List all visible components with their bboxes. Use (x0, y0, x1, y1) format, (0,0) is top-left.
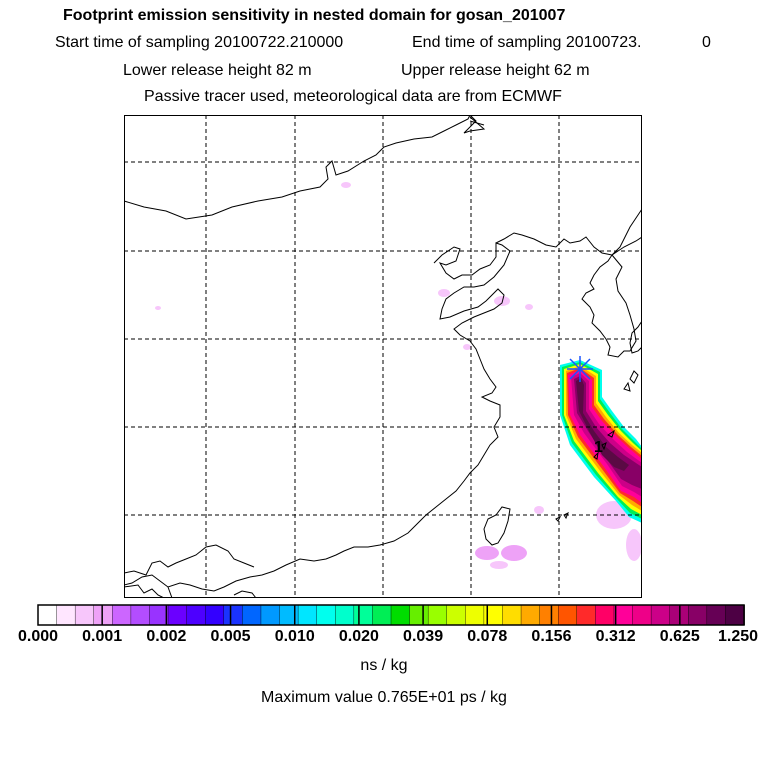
colorbar-swatch (186, 604, 207, 626)
map-panel: 1 (124, 115, 642, 598)
colorbar-swatch (223, 604, 244, 626)
colorbar-swatch (502, 604, 522, 626)
colorbar-swatch (539, 604, 560, 626)
footprint-plume (560, 360, 642, 523)
colorbar-swatch (688, 604, 708, 626)
colorbar-tick-label: 0.001 (82, 628, 123, 645)
colorbar-swatch (112, 604, 132, 626)
colorbar-tick-label: 0.000 (17, 628, 59, 645)
colorbar-swatch (260, 604, 281, 626)
colorbar-tick-label: 0.625 (659, 628, 700, 645)
colorbar-swatch (427, 604, 448, 626)
tracer-info: Passive tracer used, meteorological data… (144, 88, 562, 105)
map-frame (124, 115, 642, 598)
sensitivity-patches (155, 182, 642, 569)
sampling-end-time: End time of sampling 20100723. (412, 34, 642, 51)
lower-release-height: Lower release height 82 m (123, 62, 312, 79)
colorbar-swatches (37, 604, 745, 626)
colorbar-swatch (74, 604, 95, 626)
colorbar-swatch (390, 604, 411, 626)
colorbar-swatch (446, 604, 467, 626)
colorbar-tick-label: 0.005 (210, 628, 251, 645)
colorbar-swatch (409, 604, 429, 626)
colorbar-swatch (632, 604, 652, 626)
upper-release-height: Upper release height 62 m (401, 62, 590, 79)
colorbar-tick-label: 0.312 (595, 628, 636, 645)
colorbar-swatch (372, 604, 392, 626)
colorbar-tick-label: 0.156 (531, 628, 572, 645)
colorbar-swatch (205, 604, 225, 626)
sampling-end-time-suffix: 0 (702, 34, 711, 51)
colorbar-tick-label: 0.020 (338, 628, 379, 645)
plot-title: Footprint emission sensitivity in nested… (63, 7, 566, 24)
colorbar-frame (37, 604, 745, 626)
colorbar-swatch (93, 604, 114, 626)
colorbar-swatch (520, 604, 541, 626)
colorbar (37, 604, 745, 626)
colorbar-swatch (465, 604, 485, 626)
colorbar-swatch (242, 604, 262, 626)
maximum-value: Maximum value 0.765E+01 ps / kg (261, 689, 507, 706)
colorbar-tick-label: 0.010 (274, 628, 315, 645)
sampling-start-time: Start time of sampling 20100722.210000 (55, 34, 344, 51)
colorbar-major-dividers (101, 605, 681, 625)
colorbar-tick-label: 0.078 (467, 628, 508, 645)
colorbar-swatch (725, 604, 745, 626)
release-location-marker (567, 356, 593, 382)
release-point-label: 1 (594, 439, 603, 456)
colorbar-swatch (576, 604, 597, 626)
colorbar-tick-label: 0.039 (403, 628, 444, 645)
colorbar-swatch (613, 604, 634, 626)
colorbar-swatch (167, 604, 188, 626)
colorbar-swatch (56, 604, 76, 626)
colorbar-units: ns / kg (360, 657, 408, 674)
colorbar-swatch (316, 604, 337, 626)
colorbar-swatch (279, 604, 299, 626)
colorbar-swatch (650, 604, 671, 626)
colorbar-swatch (706, 604, 727, 626)
colorbar-swatch (353, 604, 374, 626)
lat-lon-grid (124, 115, 642, 598)
colorbar-swatch (558, 604, 578, 626)
colorbar-swatch (335, 604, 355, 626)
colorbar-tick-label: 1.250 (717, 628, 759, 645)
colorbar-swatch (595, 604, 615, 626)
colorbar-tick-label: 0.002 (146, 628, 187, 645)
colorbar-swatch (130, 604, 151, 626)
colorbar-swatch (37, 604, 58, 626)
colorbar-swatch (297, 604, 318, 626)
